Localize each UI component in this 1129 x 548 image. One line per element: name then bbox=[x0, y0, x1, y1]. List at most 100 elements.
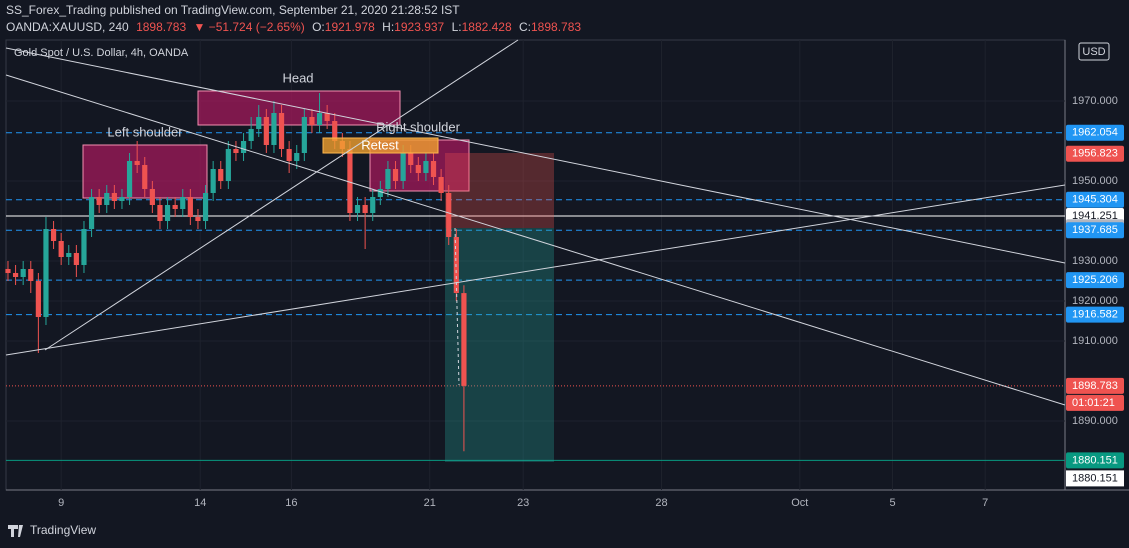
candle-body bbox=[28, 269, 34, 281]
candle-body bbox=[157, 205, 163, 221]
candle-body bbox=[50, 229, 57, 241]
countdown-badge bbox=[1066, 394, 1124, 411]
grid bbox=[6, 40, 1065, 490]
candle-body bbox=[149, 189, 155, 205]
brand: TradingView bbox=[30, 523, 96, 537]
publisher: SS_Forex_Trading published on TradingVie… bbox=[6, 3, 460, 17]
trend-line bbox=[5, 184, 1066, 356]
x-tick-label: 14 bbox=[194, 497, 206, 509]
candle-body bbox=[104, 193, 110, 205]
candle-body bbox=[180, 197, 186, 209]
trend-line bbox=[5, 74, 1066, 406]
price-badge bbox=[1066, 124, 1124, 141]
open-label: O: bbox=[312, 20, 325, 34]
candle-body bbox=[58, 241, 64, 257]
price-badge-label: 1898.783 bbox=[1072, 380, 1118, 392]
price-badge bbox=[1066, 191, 1124, 208]
candle-body bbox=[400, 153, 406, 181]
open: 1921.978 bbox=[325, 20, 375, 34]
trend-line bbox=[44, 39, 519, 351]
candle-body bbox=[423, 161, 429, 173]
price-badge bbox=[1066, 222, 1124, 239]
candle-body bbox=[5, 269, 11, 273]
y-tick-label: 1890.000 bbox=[1072, 415, 1118, 427]
candle-body bbox=[385, 169, 391, 189]
price-badge bbox=[1066, 306, 1124, 323]
candle-body bbox=[430, 161, 437, 177]
price-badge bbox=[1066, 377, 1124, 394]
projection-line bbox=[454, 227, 460, 386]
candle-body bbox=[142, 165, 148, 189]
candle-body bbox=[271, 113, 277, 145]
low-label: L: bbox=[452, 20, 462, 34]
candle-body bbox=[248, 129, 254, 141]
price-badge-label: 1937.685 bbox=[1072, 224, 1118, 236]
price-badge bbox=[1066, 452, 1124, 469]
candle-body bbox=[20, 269, 26, 277]
candle-body bbox=[347, 149, 353, 213]
price-badge-label: 1916.582 bbox=[1072, 309, 1118, 321]
candle-body bbox=[332, 121, 338, 141]
candle-body bbox=[370, 197, 376, 213]
trend-lines bbox=[5, 39, 1066, 406]
price-badge bbox=[1066, 272, 1124, 289]
y-tick-label: 1950.000 bbox=[1072, 175, 1118, 187]
x-tick-label: 28 bbox=[655, 497, 667, 509]
candle-body bbox=[195, 217, 201, 221]
candle-body bbox=[294, 153, 300, 161]
candle-body bbox=[172, 205, 178, 209]
price-axis: 1970.000 1950.000 1930.000 1920.000 1910.000… bbox=[58, 95, 1124, 509]
price-badge-label: 1956.823 bbox=[1072, 148, 1118, 160]
annotation: Retest bbox=[361, 137, 399, 152]
x-tick-label: 7 bbox=[982, 497, 988, 509]
x-tick-label: 5 bbox=[889, 497, 895, 509]
candle-body bbox=[316, 113, 323, 125]
candle-body bbox=[301, 117, 307, 153]
candle-body bbox=[119, 197, 125, 201]
close-label: C: bbox=[519, 20, 531, 34]
price-badge-label: 1962.054 bbox=[1072, 127, 1118, 139]
symbol-line: OANDA:XAUUSD, 240 1898.783 ▼ −51.724 (−2… bbox=[6, 20, 581, 34]
x-tick-label: 9 bbox=[58, 497, 64, 509]
candle-body bbox=[210, 169, 216, 193]
candle-body bbox=[12, 273, 19, 277]
price-badge-label: 1941.251 bbox=[1072, 210, 1118, 222]
head-box bbox=[197, 90, 401, 126]
y-tick-label: 1920.000 bbox=[1072, 295, 1118, 307]
stop-zone bbox=[445, 153, 554, 228]
candle-body bbox=[96, 197, 102, 205]
candle-body bbox=[263, 117, 269, 145]
x-tick-label: 21 bbox=[424, 497, 436, 509]
candle-body bbox=[43, 229, 49, 317]
candle-body bbox=[286, 149, 292, 161]
trend-line bbox=[5, 47, 1066, 264]
candle-body bbox=[233, 149, 239, 153]
candle-body bbox=[438, 177, 444, 193]
price-badge-label: 1925.206 bbox=[1072, 274, 1118, 286]
chart-title: Gold Spot / U.S. Dollar, 4h, OANDA bbox=[14, 47, 189, 59]
y-tick-label: 1970.000 bbox=[1072, 95, 1118, 107]
candle-body bbox=[81, 229, 87, 265]
crosshair-label: 1880.151 bbox=[1072, 472, 1118, 484]
candle-body bbox=[134, 161, 140, 165]
currency: USD bbox=[1082, 46, 1105, 58]
annotation: Right shoulder bbox=[376, 119, 460, 134]
candle-body bbox=[377, 189, 383, 197]
candle-body bbox=[240, 141, 247, 153]
candle-body bbox=[88, 197, 95, 229]
currency-box bbox=[1078, 42, 1110, 61]
candle-body bbox=[415, 165, 421, 173]
brand-logo bbox=[8, 525, 23, 537]
last: 1898.783 bbox=[136, 20, 186, 34]
candle-body bbox=[218, 169, 224, 181]
x-tick-label: Oct bbox=[791, 497, 808, 509]
candle-body bbox=[256, 117, 262, 129]
candle-body bbox=[362, 205, 368, 213]
high-label: H: bbox=[382, 20, 394, 34]
high: 1923.937 bbox=[394, 20, 444, 34]
candle-body bbox=[309, 117, 315, 125]
candle-body bbox=[73, 253, 79, 265]
